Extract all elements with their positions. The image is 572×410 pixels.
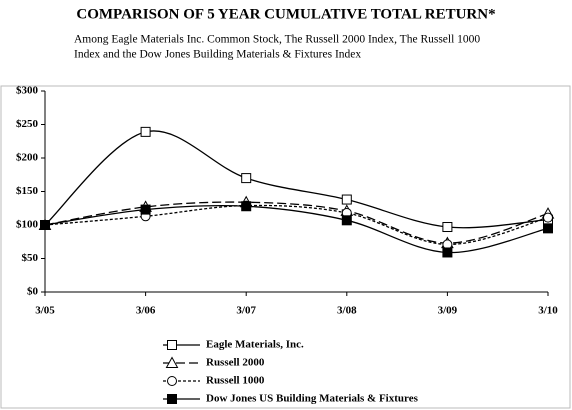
x-tick-label: 3/06 [136, 305, 156, 317]
series-line [44, 204, 549, 254]
data-point [241, 173, 252, 184]
data-point [341, 194, 352, 205]
legend-label: Dow Jones US Building Materials & Fixtur… [206, 393, 419, 405]
y-tick-label: $200 [16, 152, 39, 164]
data-point [40, 220, 50, 230]
chart-subtitle: Index and the Dow Jones Building Materia… [74, 49, 361, 61]
data-point [140, 204, 151, 215]
data-point [241, 201, 252, 212]
series-line [44, 204, 549, 246]
chart-subtitle: Among Eagle Materials Inc. Common Stock,… [74, 34, 480, 46]
data-point [442, 222, 453, 233]
y-tick-label: $150 [16, 185, 39, 197]
legend-marker [167, 340, 177, 350]
series-line [44, 130, 549, 229]
y-tick-label: $100 [16, 219, 39, 231]
legend-marker [167, 394, 177, 404]
x-tick-label: 3/07 [236, 305, 256, 317]
legend-label: Russell 1000 [206, 375, 265, 387]
y-tick-label: $250 [16, 118, 39, 130]
data-point [442, 247, 453, 258]
x-tick-label: 3/05 [35, 305, 55, 317]
legend-marker [165, 356, 179, 368]
y-tick-label: $300 [16, 85, 39, 97]
data-point [543, 212, 553, 223]
legend-label: Russell 2000 [206, 357, 265, 369]
y-tick-label: $0 [27, 286, 39, 298]
y-tick-label: $50 [22, 252, 39, 264]
chart-frame [0, 85, 571, 409]
x-tick-label: 3/10 [538, 305, 558, 317]
series-line [44, 201, 549, 244]
x-tick-label: 3/09 [438, 305, 458, 317]
data-point [140, 126, 151, 137]
chart-title: COMPARISON OF 5 YEAR CUMULATIVE TOTAL RE… [76, 6, 495, 22]
data-point [543, 223, 553, 234]
legend-label: Eagle Materials, Inc. [206, 339, 304, 351]
x-tick-label: 3/08 [337, 305, 357, 317]
data-point [341, 215, 352, 226]
legend-marker [167, 376, 177, 386]
